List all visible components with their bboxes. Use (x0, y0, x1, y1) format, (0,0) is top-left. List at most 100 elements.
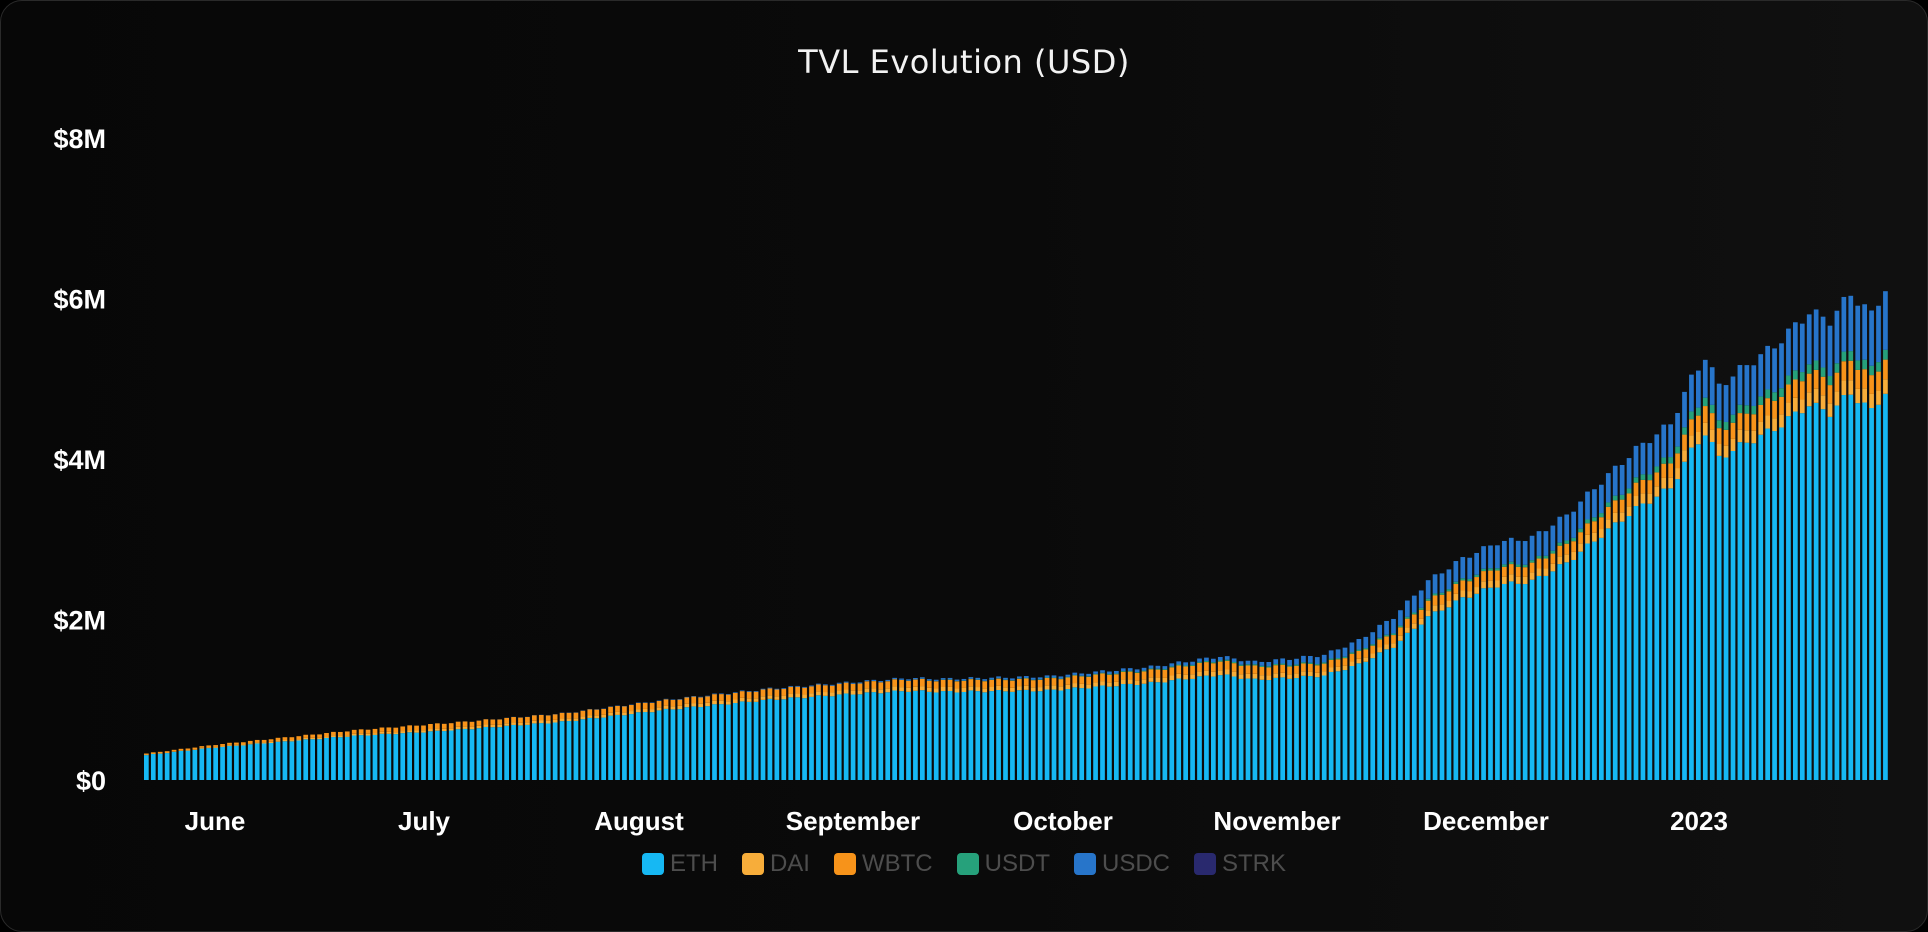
bar-stack (185, 748, 191, 780)
y-tick-label: $4M (53, 445, 106, 475)
bar-segment-eth (254, 743, 260, 780)
bar-stack (234, 742, 239, 780)
bar-segment-eth (1003, 691, 1008, 780)
bar-stack (566, 712, 572, 780)
bar-segment-wbtc (414, 725, 419, 731)
bar-stack (885, 679, 891, 780)
bar-segment-dai (1287, 674, 1292, 679)
legend-item-strk[interactable]: STRK (1194, 850, 1286, 878)
bar-segment-dai (1405, 627, 1410, 633)
bar-segment-dai (1017, 686, 1022, 691)
bar-segment-usdt (1308, 662, 1313, 664)
bar-segment-usdc (1252, 660, 1258, 665)
bar-segment-dai (1806, 392, 1812, 407)
bar-segment-wbtc (1508, 564, 1514, 575)
bar-segment-dai (1460, 590, 1466, 598)
bar-segment-dai (324, 736, 329, 738)
legend-item-dai[interactable]: DAI (741, 850, 810, 878)
legend-item-usdc[interactable]: USDC (1073, 850, 1170, 878)
bar-segment-eth (926, 691, 932, 780)
bar-segment-eth (753, 701, 759, 780)
bar-segment-wbtc (836, 683, 842, 691)
legend-item-eth[interactable]: ETH (641, 850, 718, 878)
bar-segment-dai (1820, 395, 1826, 410)
bar-segment-wbtc (1079, 676, 1085, 684)
bar-segment-eth (573, 720, 579, 780)
bar-segment-wbtc (1044, 677, 1050, 686)
bar-segment-dai (518, 722, 523, 726)
bar-segment-wbtc (663, 699, 669, 706)
bar-segment-wbtc (739, 691, 745, 698)
bar-segment-eth (795, 697, 800, 780)
bar-stack (1141, 667, 1147, 780)
bar-segment-usdt (1321, 662, 1327, 664)
bar-segment-eth (358, 735, 364, 780)
bar-segment-eth (1418, 624, 1424, 780)
bar-segment-wbtc (1654, 472, 1660, 487)
bar-segment-dai (1051, 685, 1057, 690)
bar-stack (1211, 658, 1216, 780)
bar-segment-usdc (1425, 580, 1431, 599)
bar-stack (961, 678, 967, 780)
bar-stack (920, 677, 925, 780)
legend-item-usdt[interactable]: USDT (956, 850, 1050, 878)
bar-segment-dai (1793, 397, 1798, 412)
bar-segment-eth (1612, 522, 1618, 780)
bar-segment-dai (1571, 551, 1576, 560)
bar-segment-wbtc (961, 680, 967, 688)
bar-segment-usdc (1508, 537, 1514, 562)
bar-segment-wbtc (746, 691, 752, 699)
bar-segment-eth (1869, 408, 1874, 780)
bar-segment-eth (1723, 457, 1729, 780)
bar-segment-dai (594, 715, 600, 719)
bar-stack (1578, 501, 1583, 780)
bar-stack (594, 709, 600, 780)
bar-segment-dai (1640, 493, 1646, 504)
bar-segment-dai (435, 728, 440, 731)
bar-segment-usdt (1439, 592, 1445, 595)
bar-stack (150, 752, 156, 780)
bar-segment-dai (317, 737, 322, 740)
bar-segment-wbtc (1211, 663, 1216, 672)
y-tick-label: $6M (53, 285, 106, 315)
bar-stack (1370, 632, 1376, 780)
bar-segment-wbtc (1370, 645, 1376, 654)
bar-segment-usdc (975, 677, 981, 680)
bar-segment-usdc (1571, 511, 1576, 538)
bar-stack (989, 677, 994, 780)
legend-item-wbtc[interactable]: WBTC (833, 850, 933, 878)
bar-segment-eth (1176, 678, 1182, 780)
bar-segment-usdc (1502, 540, 1507, 565)
bar-segment-usdc (1211, 658, 1216, 663)
bar-segment-usdc (1543, 531, 1549, 556)
bar-segment-usdc (1127, 668, 1133, 671)
bar-segment-wbtc (157, 751, 163, 754)
bar-stack (795, 685, 800, 780)
bar-segment-dai (1280, 672, 1285, 678)
bar-segment-wbtc (1127, 671, 1133, 680)
bar-stack (1328, 650, 1334, 780)
bar-segment-eth (802, 698, 807, 780)
bar-segment-wbtc (629, 705, 634, 712)
bar-segment-usdc (1023, 676, 1029, 678)
bar-segment-usdc (1765, 345, 1770, 390)
bar-segment-usdt (1730, 414, 1736, 423)
bar-stack (1834, 310, 1840, 780)
bar-segment-dai (448, 728, 454, 731)
bar-segment-wbtc (1786, 384, 1791, 403)
bar-segment-usdc (1301, 655, 1306, 663)
bar-segment-usdc (691, 696, 697, 697)
bar-segment-wbtc (1675, 453, 1680, 469)
bar-segment-dai (504, 723, 509, 726)
bar-segment-usdt (1793, 370, 1798, 380)
bar-segment-eth (760, 699, 766, 780)
bar-segment-wbtc (1321, 663, 1327, 672)
bar-stack (1709, 367, 1715, 780)
bar-segment-dai (1474, 587, 1479, 594)
bar-segment-usdt (1252, 664, 1258, 666)
bar-segment-dai (1737, 429, 1743, 443)
bar-segment-eth (1488, 587, 1493, 780)
bar-stack (857, 682, 863, 780)
bar-segment-eth (1037, 691, 1043, 780)
bar-segment-wbtc (1003, 680, 1008, 688)
